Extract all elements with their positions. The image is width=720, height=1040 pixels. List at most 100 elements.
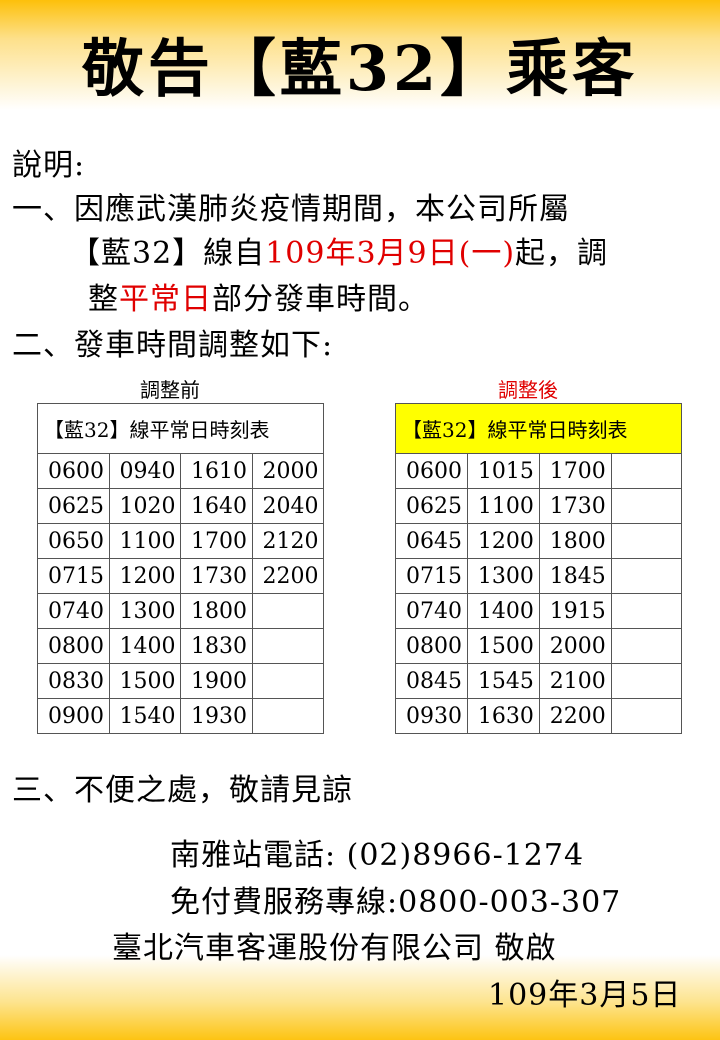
departure-time-cell: 1700 <box>180 523 253 559</box>
item1-line2-b: 起，調 <box>515 236 609 271</box>
departure-time-cell: 0650 <box>37 523 110 559</box>
departure-time-cell: 0800 <box>395 628 468 664</box>
departure-time-cell: 1200 <box>466 523 540 559</box>
toll-free-line: 免付費服務專線:0800-003-307 <box>170 885 622 920</box>
departure-time-cell <box>251 698 324 734</box>
item3: 三、不便之處，敬請見諒 <box>12 773 353 808</box>
table-row: 0800 1500 2000 <box>395 628 683 664</box>
departure-time-cell: 0830 <box>37 663 110 699</box>
departure-time-cell: 0740 <box>37 593 110 629</box>
item2: 二、發車時間調整如下: <box>12 328 334 363</box>
table-row: 0600 0940 1610 2000 <box>37 453 324 489</box>
departure-time-cell <box>251 628 324 664</box>
departure-time-cell: 1730 <box>180 558 253 594</box>
departure-time-cell <box>610 453 683 489</box>
departure-time-cell <box>251 593 324 629</box>
departure-time-cell: 1700 <box>538 453 612 489</box>
before-timetable: 【藍32】線平常日時刻表 0600 0940 1610 2000 0625 1020 164… <box>37 403 324 734</box>
departure-time-cell: 0800 <box>37 628 110 664</box>
table-row: 0650 1100 1700 2120 <box>37 523 324 559</box>
notice-title: 敬告【藍32】乘客 <box>81 32 639 105</box>
departure-time-cell: 0740 <box>395 593 468 629</box>
departure-time-cell: 1015 <box>466 453 540 489</box>
table-row: 0845 1545 2100 <box>395 663 683 699</box>
station-phone: 南雅站電話: (02)8966-1274 <box>170 838 585 873</box>
effective-date: 109年3月9日(一) <box>265 236 516 271</box>
departure-time-cell: 1400 <box>108 628 181 664</box>
notice-date: 109年3月5日 <box>488 978 682 1013</box>
item1-line3: 整平常日部分發車時間。 <box>88 274 429 318</box>
departure-time-cell: 0940 <box>108 453 181 489</box>
company-signature: 臺北汽車客運股份有限公司 敬啟 <box>112 931 557 966</box>
item1-line2-a: 【藍32】線自 <box>70 236 266 271</box>
departure-time-cell: 0845 <box>395 663 468 699</box>
departure-time-cell <box>610 558 683 594</box>
departure-time-cell: 1800 <box>538 523 612 559</box>
after-table-header: 【藍32】線平常日時刻表 <box>395 403 682 454</box>
departure-time-cell: 1020 <box>108 488 181 524</box>
departure-time-cell: 1400 <box>466 593 540 629</box>
weekday-emphasis: 平常日 <box>119 282 212 317</box>
before-table-header: 【藍32】線平常日時刻表 <box>37 403 324 454</box>
departure-time-cell: 1800 <box>180 593 253 629</box>
departure-time-cell: 1610 <box>180 453 253 489</box>
bottom-banner-gradient <box>0 955 720 1040</box>
item1-line1: 一、因應武漢肺炎疫情期間，本公司所屬 <box>12 192 570 227</box>
item1-line2: 【藍32】線自109年3月9日(一)起，調 <box>70 228 608 272</box>
top-banner-gradient <box>0 0 720 110</box>
table-row: 0830 1500 1900 <box>37 663 324 699</box>
departure-time-cell: 2040 <box>251 488 324 524</box>
departure-time-cell <box>610 628 683 664</box>
departure-time-cell: 0600 <box>37 453 110 489</box>
departure-time-cell: 1845 <box>538 558 612 594</box>
departure-time-cell: 1630 <box>466 698 540 734</box>
departure-time-cell: 0900 <box>37 698 110 734</box>
departure-time-cell: 2100 <box>538 663 612 699</box>
departure-time-cell: 1540 <box>108 698 181 734</box>
departure-time-cell: 1100 <box>466 488 540 524</box>
departure-time-cell <box>251 663 324 699</box>
departure-time-cell: 0930 <box>395 698 468 734</box>
departure-time-cell: 0625 <box>37 488 110 524</box>
departure-time-cell: 1500 <box>466 628 540 664</box>
after-timetable: 【藍32】線平常日時刻表 0600 1015 1700 0625 1100 1730 064… <box>395 403 683 734</box>
departure-time-cell: 1730 <box>538 488 612 524</box>
departure-time-cell: 2120 <box>251 523 324 559</box>
departure-time-cell: 0715 <box>395 558 468 594</box>
departure-time-cell: 1200 <box>108 558 181 594</box>
table-row: 0800 1400 1830 <box>37 628 324 664</box>
table-row: 0900 1540 1930 <box>37 698 324 734</box>
departure-time-cell <box>610 663 683 699</box>
departure-time-cell: 0600 <box>395 453 468 489</box>
departure-time-cell: 1915 <box>538 593 612 629</box>
departure-time-cell <box>610 698 683 734</box>
departure-time-cell: 1830 <box>180 628 253 664</box>
table-row: 0740 1300 1800 <box>37 593 324 629</box>
table-row: 0740 1400 1915 <box>395 593 683 629</box>
departure-time-cell: 1930 <box>180 698 253 734</box>
table-row: 0625 1100 1730 <box>395 488 683 524</box>
departure-time-cell: 1900 <box>180 663 253 699</box>
departure-time-cell <box>610 593 683 629</box>
departure-time-cell: 0625 <box>395 488 468 524</box>
departure-time-cell <box>610 523 683 559</box>
departure-time-cell: 0645 <box>395 523 468 559</box>
departure-time-cell: 1300 <box>108 593 181 629</box>
departure-time-cell: 2200 <box>251 558 324 594</box>
table-row: 0625 1020 1640 2040 <box>37 488 324 524</box>
table-row: 0715 1200 1730 2200 <box>37 558 324 594</box>
departure-time-cell: 1500 <box>108 663 181 699</box>
item1-line3-a: 整 <box>88 282 119 317</box>
table-row: 0715 1300 1845 <box>395 558 683 594</box>
departure-time-cell: 2000 <box>251 453 324 489</box>
after-caption: 調整後 <box>498 378 558 402</box>
departure-time-cell: 1100 <box>108 523 181 559</box>
departure-time-cell: 2200 <box>538 698 612 734</box>
departure-time-cell: 1640 <box>180 488 253 524</box>
item1-line3-b: 部分發車時間。 <box>212 282 429 317</box>
departure-time-cell <box>610 488 683 524</box>
departure-time-cell: 0715 <box>37 558 110 594</box>
intro-label: 說明: <box>12 148 86 183</box>
before-caption: 調整前 <box>140 378 200 402</box>
departure-time-cell: 1300 <box>466 558 540 594</box>
